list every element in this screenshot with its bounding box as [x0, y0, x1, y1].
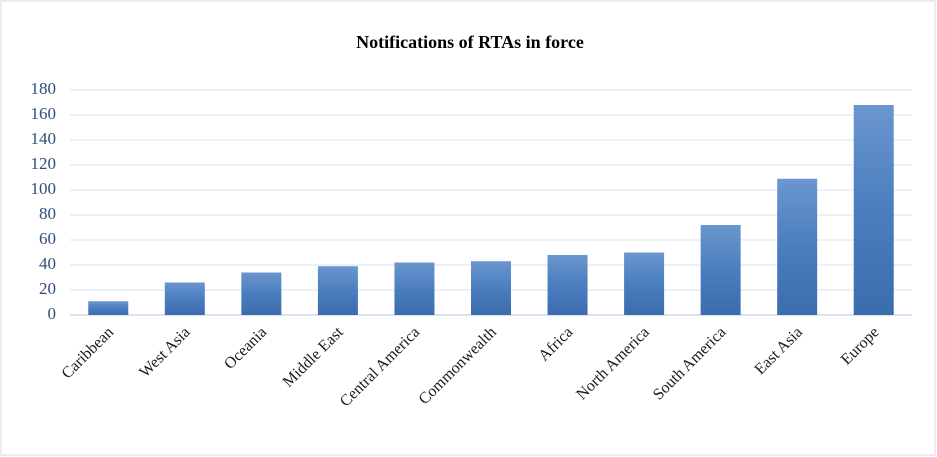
- y-tick-label: 180: [31, 79, 57, 98]
- y-tick-label: 0: [48, 304, 57, 323]
- bar: [394, 262, 435, 315]
- y-tick-label: 160: [31, 104, 57, 123]
- bar: [700, 225, 741, 315]
- y-tick-label: 60: [39, 229, 56, 248]
- bar: [624, 252, 665, 315]
- y-tick-label: 120: [31, 154, 57, 173]
- y-tick-label: 40: [39, 254, 56, 273]
- bar: [164, 282, 205, 315]
- bar: [241, 272, 282, 315]
- bar: [317, 266, 358, 315]
- y-tick-label: 80: [39, 204, 56, 223]
- y-tick-label: 100: [31, 179, 57, 198]
- y-tick-label: 140: [31, 129, 57, 148]
- bar: [547, 255, 588, 315]
- bar: [471, 261, 511, 315]
- y-tick-label: 20: [39, 279, 56, 298]
- bar: [88, 301, 129, 315]
- bar: [853, 105, 894, 315]
- bar: [777, 178, 818, 315]
- chart-title: Notifications of RTAs in force: [356, 32, 584, 52]
